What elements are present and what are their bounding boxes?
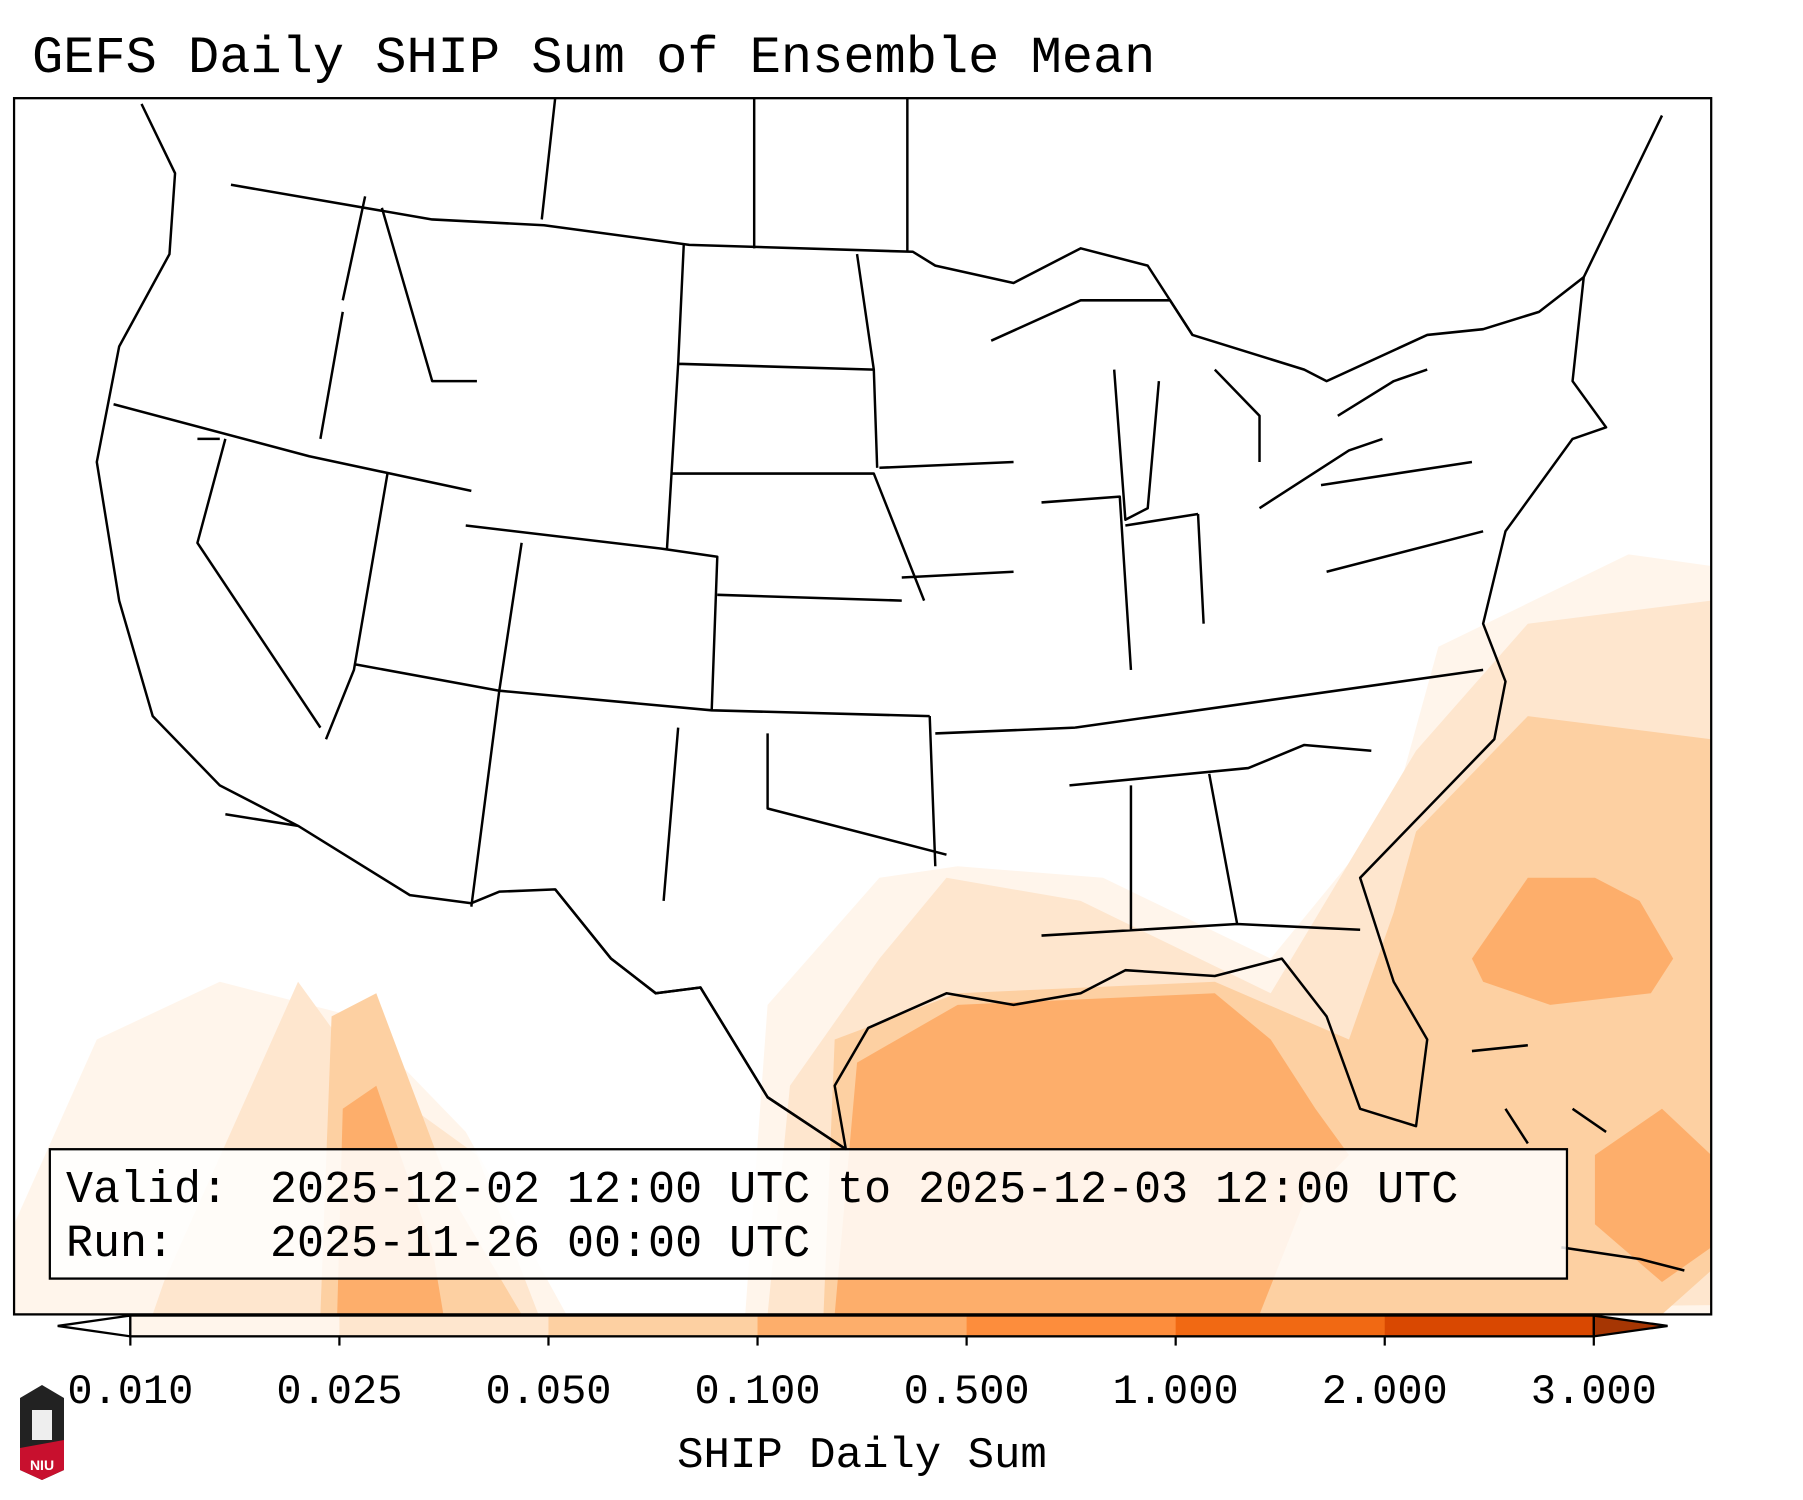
colorbar-tick-label: 1.000 [1113, 1368, 1239, 1416]
colorbar-tick-label: 0.050 [485, 1368, 611, 1416]
colorbar-segment [339, 1315, 550, 1337]
colorbar-segment [757, 1315, 968, 1337]
great-lakes [990, 299, 1428, 522]
info-run-label: Run: [66, 1219, 174, 1270]
colorbar-segment [1384, 1315, 1595, 1337]
colorbar-tick-label: 0.100 [695, 1368, 821, 1416]
canada-border [230, 183, 1585, 383]
svg-text:NIU: NIU [30, 1457, 54, 1473]
colorbar-over-triangle [1592, 1314, 1668, 1338]
colorbar-tick-label: 3.000 [1531, 1368, 1657, 1416]
map-title: GEFS Daily SHIP Sum of Ensemble Mean [32, 29, 1155, 88]
colorbar-under-triangle [57, 1314, 132, 1338]
info-valid-value: 2025-12-02 12:00 UTC to 2025-12-03 12:00… [270, 1165, 1458, 1216]
field-0.100 [1471, 877, 1674, 1005]
field-0.100 [1594, 1108, 1712, 1283]
niu-logo: NIU [20, 1385, 64, 1480]
info-run-value: 2025-11-26 00:00 UTC [270, 1219, 810, 1270]
colorbar-outline [129, 1314, 1595, 1338]
colorbar-tick-label: 0.010 [67, 1368, 193, 1416]
state-lines [113, 98, 1484, 937]
colorbar-tick-label: 0.025 [276, 1368, 402, 1416]
info-box [48, 1148, 1569, 1280]
colorbar-label: SHIP Daily Sum [677, 1431, 1047, 1481]
colorbar-tick-label: 0.500 [904, 1368, 1030, 1416]
colorbar-tick-label: 2.000 [1322, 1368, 1448, 1416]
info-valid-label: Valid: [66, 1165, 228, 1216]
colorbar-segment [548, 1315, 759, 1337]
colorbar-tick-labels: 0.010 0.025 0.050 0.100 0.500 1.000 2.000 3.000 [67, 1368, 1656, 1416]
us-coastline [95, 103, 1664, 1151]
caribbean-islands [1471, 1044, 1685, 1272]
state-boundaries [95, 98, 1685, 1272]
mexico-border [225, 813, 847, 1151]
colorbar-segment [1175, 1315, 1386, 1337]
colorbar-segment [130, 1315, 340, 1337]
colorbar-segment [966, 1315, 1177, 1337]
colorbar [57, 1314, 1668, 1346]
